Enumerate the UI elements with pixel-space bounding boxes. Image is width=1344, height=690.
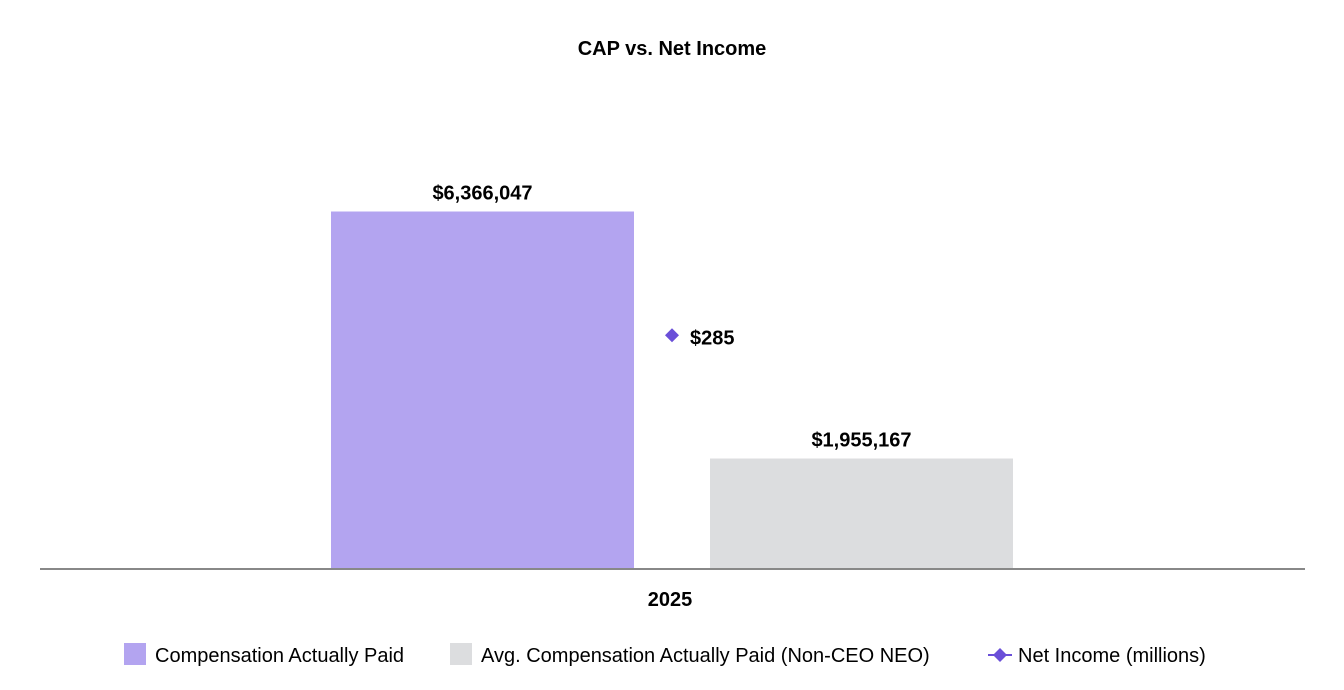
chart-title: CAP vs. Net Income — [578, 38, 767, 60]
bar-compensation-actually-paid — [331, 211, 634, 568]
legend: Compensation Actually Paid Avg. Compensat… — [124, 643, 1206, 667]
legend-avg-compensation-actually-paid: Avg. Compensation Actually Paid (Non-CEO… — [450, 643, 930, 667]
legend-swatch — [450, 643, 472, 665]
plot-area: $6,366,047 $1,955,167 $285 — [331, 183, 1013, 568]
legend-label: Compensation Actually Paid — [155, 645, 404, 667]
legend-swatch — [124, 643, 146, 665]
bar-data-label: $6,366,047 — [432, 183, 532, 205]
legend-net-income: Net Income (millions) — [988, 645, 1206, 667]
x-tick-label: 2025 — [648, 589, 693, 611]
legend-label: Net Income (millions) — [1018, 645, 1206, 667]
net-income-data-label: $285 — [690, 327, 735, 349]
legend-compensation-actually-paid: Compensation Actually Paid — [124, 643, 404, 667]
legend-diamond-icon — [993, 648, 1007, 662]
legend-label: Avg. Compensation Actually Paid (Non-CEO… — [481, 645, 930, 667]
bar-avg-compensation-actually-paid — [710, 458, 1013, 568]
net-income-marker — [665, 328, 679, 343]
bar-data-label: $1,955,167 — [811, 430, 911, 452]
